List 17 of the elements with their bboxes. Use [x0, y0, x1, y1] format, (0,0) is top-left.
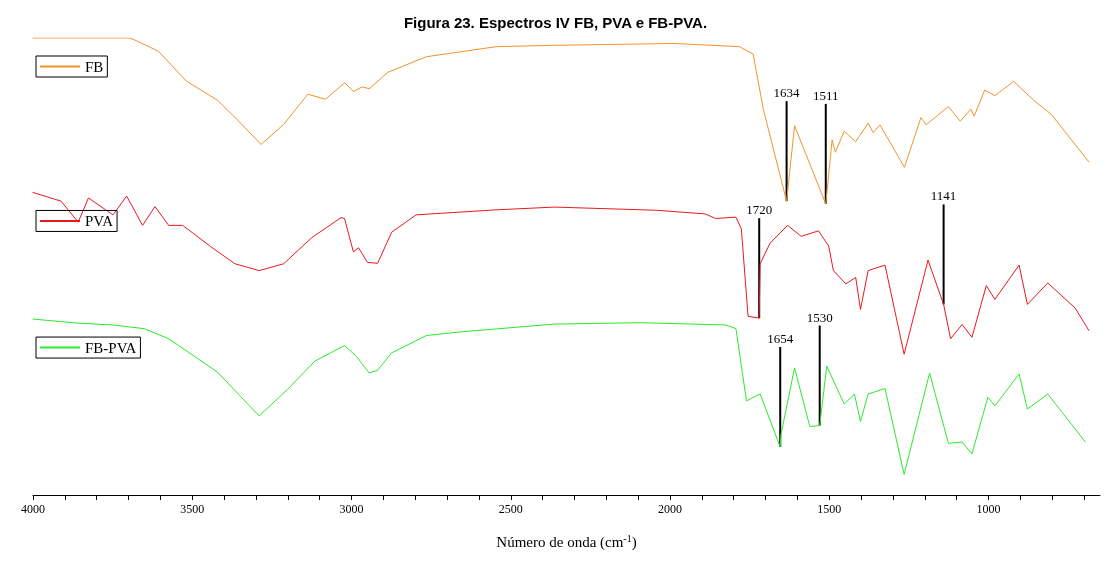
x-tick-label: 3000: [339, 502, 364, 516]
annotation: 1141: [930, 188, 957, 204]
legend-label: FB-PVA: [85, 339, 137, 356]
x-tick-label: 4000: [21, 502, 45, 516]
annotation: 1530: [806, 309, 833, 325]
x-tick-label: 3500: [180, 502, 205, 516]
annotation: 1634: [773, 85, 801, 101]
chart-title: Figura 23. Espectros IV FB, PVA e FB-PVA.: [403, 14, 708, 31]
x-tick-label: 1500: [817, 502, 842, 516]
legend-label: PVA: [85, 212, 114, 229]
x-tick-label: 2500: [498, 502, 523, 516]
x-tick-label: 2000: [658, 502, 683, 516]
legend-label: FB: [85, 58, 104, 75]
annotation: 1654: [767, 331, 794, 347]
x-tick-label: 1000: [976, 502, 1001, 516]
annotation: 1511: [813, 87, 839, 103]
annotation: 1720: [746, 202, 773, 218]
